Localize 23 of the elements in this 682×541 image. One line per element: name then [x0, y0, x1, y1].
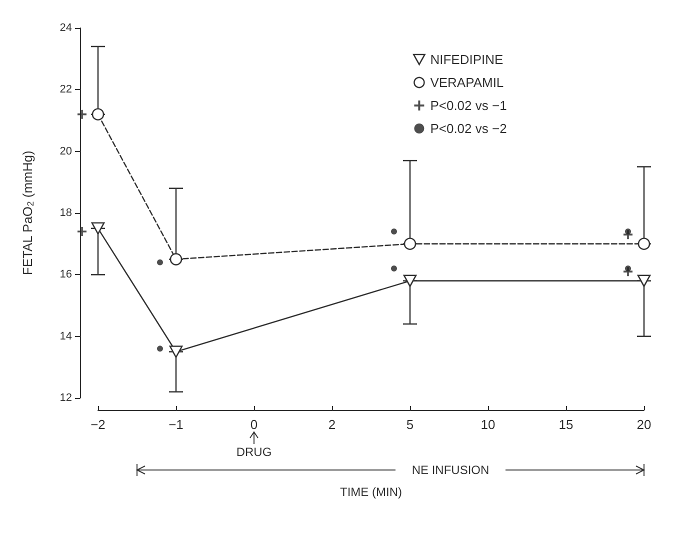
x-tick-label: 15: [558, 417, 574, 432]
legend-label: NIFEDIPINE: [430, 52, 504, 67]
y-tick-label: 24: [60, 22, 72, 34]
y-tick-label: 12: [60, 392, 72, 404]
y-tick-label: 22: [60, 84, 72, 96]
y-tick-label: 14: [60, 330, 72, 342]
x-tick-label: 10: [480, 417, 496, 432]
y-axis-title: FETAL PaO2 (mmHg): [20, 150, 36, 276]
x-tick-label: 20: [636, 417, 652, 432]
legend-label: P<0.02 vs −2: [430, 121, 507, 136]
x-tick-label: 0: [250, 417, 258, 432]
x-tick-label: −1: [168, 417, 184, 432]
text: DRUG: [236, 445, 272, 459]
x-axis-title: TIME (MIN): [340, 485, 402, 499]
text: NE INFUSION: [412, 463, 490, 477]
x-tick-label: 2: [328, 417, 336, 432]
x-tick-label: −2: [90, 417, 106, 432]
legend-label: P<0.02 vs −1: [430, 98, 507, 113]
y-tick-label: 20: [60, 145, 72, 158]
y-tick-label: 16: [60, 268, 72, 281]
x-tick-label: 5: [406, 417, 414, 432]
y-tick-label: 18: [60, 207, 72, 219]
legend-label: VERAPAMIL: [430, 75, 504, 90]
